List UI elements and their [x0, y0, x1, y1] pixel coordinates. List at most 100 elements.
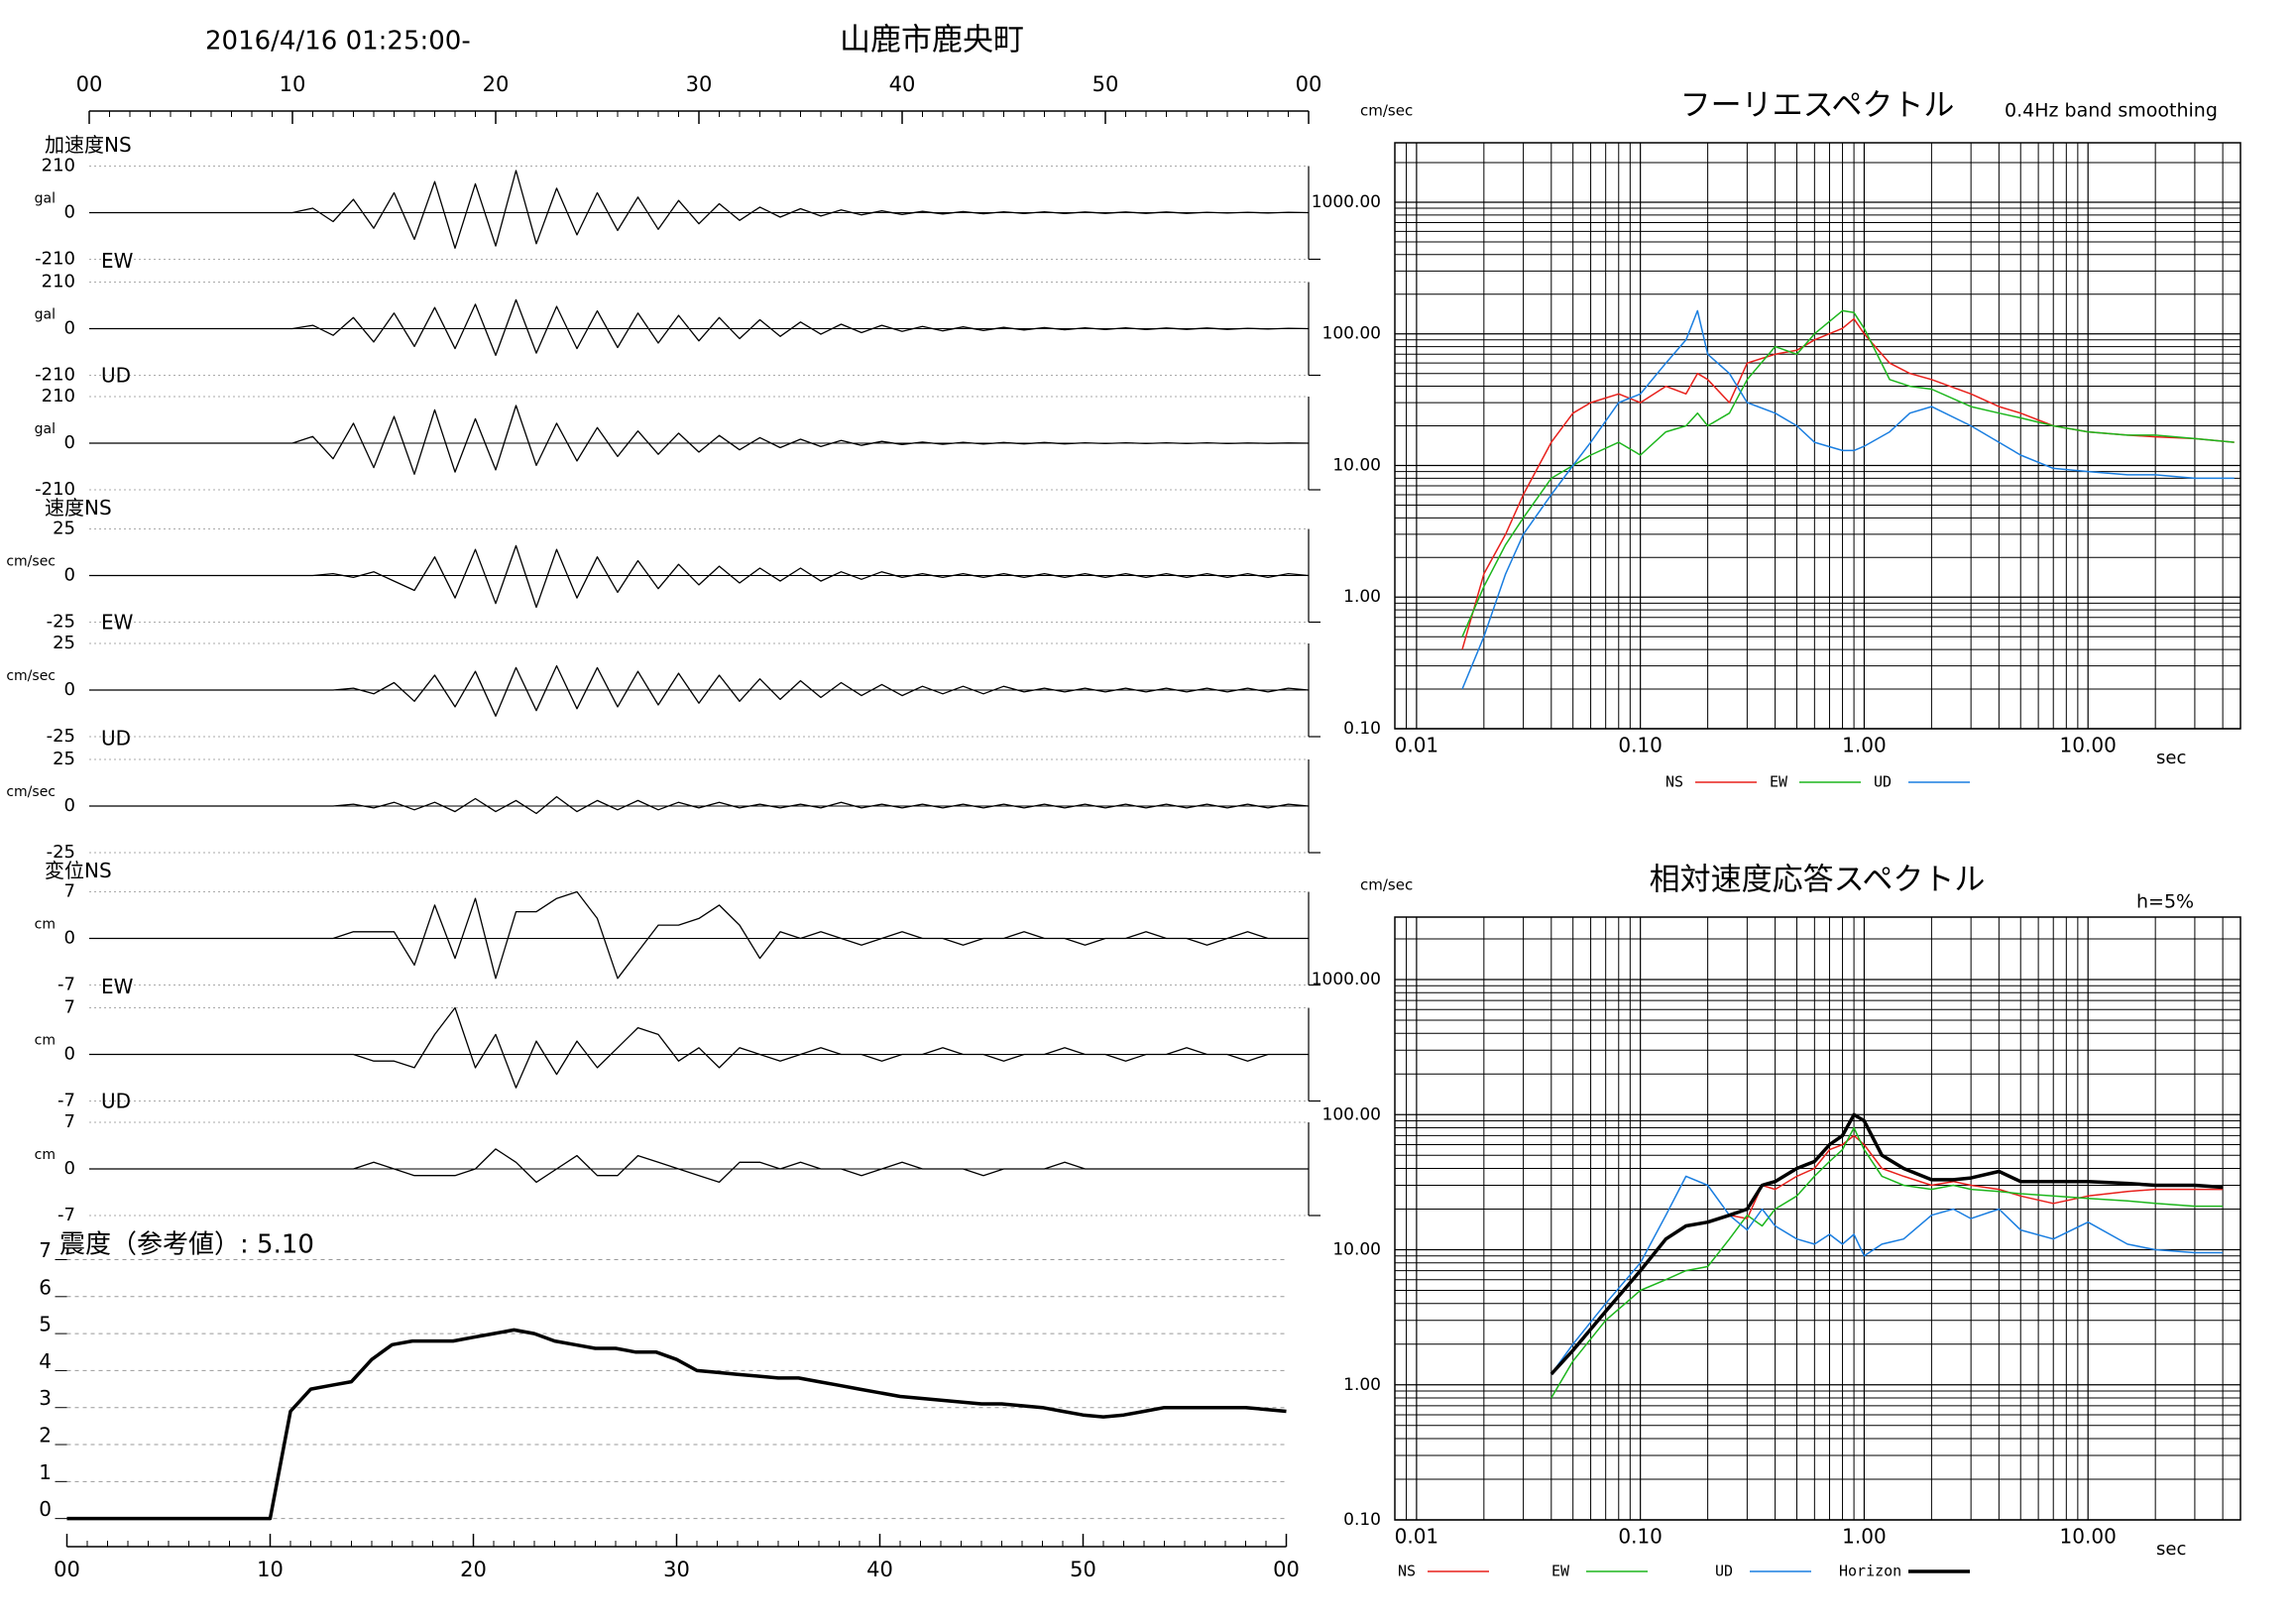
x-tick-label: 10 [257, 1558, 284, 1581]
y-tick-label: 1.00 [1343, 1375, 1381, 1395]
y-tick-label: 7 [64, 1111, 75, 1132]
y-tick-label: 6 [39, 1275, 52, 1299]
plot-frame [1394, 142, 2241, 730]
chart-title: 震度（参考値）: 5.10 [59, 1230, 314, 1260]
y-tick-label: -25 [47, 612, 75, 633]
spectrum-line [1550, 1175, 2224, 1375]
y-tick-label: 7 [64, 881, 75, 902]
record-time: 2016/4/16 01:25:00- [205, 27, 471, 57]
trace-name: EW [101, 611, 134, 635]
waveform-trace [89, 890, 1309, 980]
spectrum-line [1550, 1112, 2224, 1376]
waveform-trace [89, 170, 1310, 249]
trace-name: 速度NS [45, 496, 112, 520]
waveform-trace [89, 1148, 1309, 1184]
y-tick-label: -25 [47, 726, 75, 747]
y-axis-label: cm/sec [1360, 102, 1413, 120]
x-tick-label: 1.00 [1842, 1525, 1887, 1549]
y-tick-label: 0 [64, 1044, 75, 1065]
y-tick-label: 7 [39, 1238, 52, 1262]
y-tick-label: 25 [53, 633, 75, 653]
legend-label: Horizon [1839, 1563, 1901, 1580]
x-tick-label: 00 [1273, 1558, 1300, 1581]
y-tick-label: -7 [57, 975, 75, 995]
y-tick-label: 0 [64, 565, 75, 586]
trace-name: 変位NS [45, 859, 112, 882]
y-tick-label: 0.10 [1343, 719, 1381, 739]
trace-unit: cm [35, 917, 56, 933]
x-tick-label: 0.10 [1618, 1525, 1663, 1549]
y-tick-label: -210 [35, 365, 75, 386]
x-tick-label: 20 [483, 72, 510, 96]
x-tick-label: 50 [1070, 1558, 1096, 1581]
damping-note: h=5% [2136, 891, 2194, 913]
y-tick-label: 1 [39, 1460, 52, 1484]
waveform-trace [89, 405, 1310, 475]
plot-frame [1394, 916, 2241, 1521]
trace-name: 加速度NS [45, 133, 132, 157]
y-tick-label: 5 [39, 1313, 52, 1336]
y-tick-label: 1000.00 [1312, 192, 1381, 212]
spectrum-line [1550, 1126, 2224, 1399]
x-tick-label: 30 [663, 1558, 690, 1581]
y-tick-label: 4 [39, 1349, 52, 1373]
legend-label: EW [1551, 1563, 1570, 1580]
x-tick-label: 0.01 [1395, 734, 1439, 757]
y-tick-label: 0 [64, 1158, 75, 1179]
y-tick-label: 3 [39, 1386, 52, 1410]
x-tick-label: 0.01 [1395, 1525, 1439, 1549]
x-tick-label: 00 [1296, 72, 1322, 96]
x-tick-label: 50 [1092, 72, 1119, 96]
intensity-line [66, 1328, 1287, 1521]
x-tick-label: 10.00 [2060, 734, 2117, 757]
x-tick-label: 40 [889, 72, 916, 96]
legend-label: NS [1665, 773, 1683, 791]
y-tick-label: 100.00 [1322, 1104, 1381, 1124]
y-axis-label: cm/sec [1360, 876, 1413, 894]
waveform-trace [89, 664, 1310, 717]
y-tick-label: -210 [35, 479, 75, 500]
spectrum-line [1461, 309, 2235, 690]
spectrum-line [1461, 309, 2235, 638]
y-tick-label: 1000.00 [1312, 970, 1381, 989]
legend-label: EW [1770, 773, 1788, 791]
y-tick-label: 7 [64, 997, 75, 1018]
waveform-trace [89, 298, 1310, 357]
trace-unit: gal [35, 191, 56, 207]
y-tick-label: -210 [35, 249, 75, 270]
y-tick-label: 1.00 [1343, 587, 1381, 607]
y-tick-label: -25 [47, 842, 75, 863]
y-tick-label: 0 [64, 679, 75, 700]
y-tick-label: 100.00 [1322, 324, 1381, 344]
x-axis-label: sec [2156, 1539, 2186, 1560]
waveform-trace [89, 1006, 1309, 1089]
legend-label: NS [1398, 1563, 1416, 1580]
x-tick-label: 20 [460, 1558, 487, 1581]
x-tick-label: 10.00 [2060, 1525, 2117, 1549]
trace-unit: cm [35, 1033, 56, 1049]
y-tick-label: 25 [53, 749, 75, 769]
waveform-trace [89, 795, 1310, 815]
y-tick-label: 210 [42, 272, 75, 292]
trace-name: EW [101, 249, 134, 273]
x-tick-label: 1.00 [1842, 734, 1887, 757]
station-name: 山鹿市鹿央町 [840, 23, 1024, 58]
trace-name: UD [101, 1090, 131, 1113]
y-tick-label: 210 [42, 156, 75, 176]
x-tick-label: 10 [280, 72, 306, 96]
y-tick-label: -7 [57, 1205, 75, 1225]
trace-unit: gal [35, 307, 56, 323]
chart-title: 相対速度応答スペクトル [1650, 863, 1986, 898]
waveform-trace [89, 544, 1310, 609]
trace-unit: cm/sec [6, 554, 56, 570]
y-tick-label: 0 [39, 1497, 52, 1521]
x-tick-label: 30 [686, 72, 713, 96]
smoothing-note: 0.4Hz band smoothing [2005, 100, 2218, 122]
y-tick-label: 10.00 [1332, 455, 1381, 475]
y-tick-label: 0 [64, 928, 75, 949]
x-axis-label: sec [2156, 748, 2186, 768]
trace-unit: cm [35, 1147, 56, 1163]
x-tick-label: 00 [54, 1558, 80, 1581]
y-tick-label: 2 [39, 1424, 52, 1448]
